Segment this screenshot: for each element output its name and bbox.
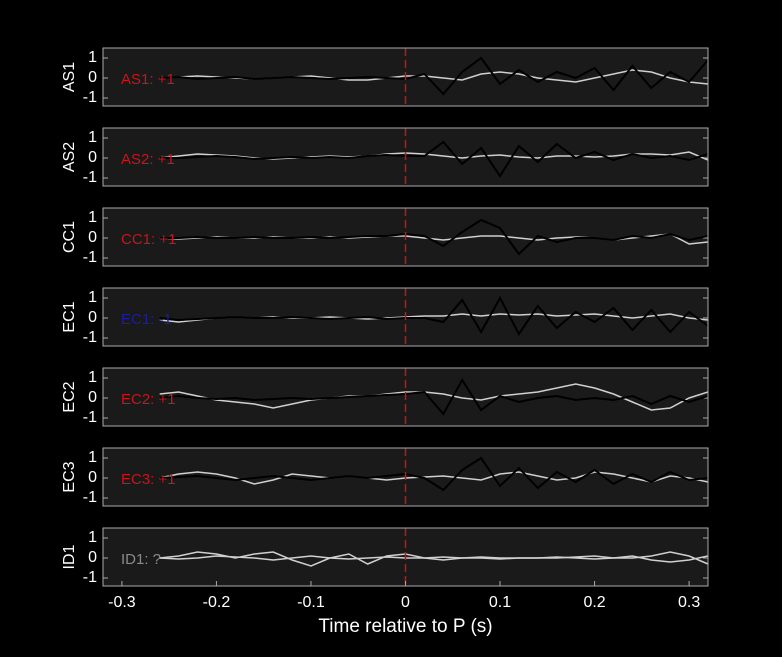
y-tick-label: 0: [88, 309, 97, 326]
y-tick-label: 1: [88, 369, 97, 386]
traces: [159, 218, 708, 256]
y-axis-label: EC2: [61, 381, 78, 412]
y-tick-label: 0: [88, 549, 97, 566]
plot-frame: [102, 367, 709, 427]
y-axis-label: AS2: [61, 142, 78, 172]
y-tick-label: 1: [88, 449, 97, 466]
trace-line: [159, 218, 708, 256]
panel: -1 0 1 AS1 AS1: +1: [61, 47, 709, 107]
annotation: EC3: +1: [121, 471, 176, 488]
annotation: AS1: +1: [121, 71, 175, 88]
y-tick-label: -1: [83, 249, 97, 266]
y-tick-label: 0: [88, 69, 97, 86]
plot-frame: [102, 127, 709, 187]
y-tick-label: -1: [83, 169, 97, 186]
y-tick-label: -1: [83, 89, 97, 106]
x-axis-label: Time relative to P (s): [318, 616, 492, 637]
y-tick-label: 1: [88, 129, 97, 146]
panel: -1 0 1 EC3 EC3: +1: [61, 447, 709, 507]
panel: -1 0 1 EC2 EC2: +1: [61, 367, 709, 427]
annotation: EC1: -1: [121, 311, 172, 328]
plot-frame: [102, 447, 709, 507]
plot-frame: [102, 287, 709, 347]
annotation: CC1: +1: [121, 231, 176, 248]
panel: -1 0 1 EC1 EC1: -1: [61, 287, 709, 347]
y-tick-label: 0: [88, 389, 97, 406]
trace-line: [159, 383, 708, 411]
traces: [159, 56, 708, 96]
plot-frame: [102, 207, 709, 267]
y-tick-label: 1: [88, 529, 97, 546]
y-tick-label: 0: [88, 469, 97, 486]
traces: [159, 551, 708, 567]
trace-line: [159, 471, 708, 485]
y-tick-label: 0: [88, 149, 97, 166]
x-tick-label: -0.3: [108, 594, 136, 611]
panel: -1 0 1 AS2 AS2: +1: [61, 127, 709, 187]
plot-frame: [102, 47, 709, 107]
traces: [159, 456, 708, 492]
y-tick-label: -1: [83, 409, 97, 426]
traces: [159, 140, 708, 178]
y-axis-label: CC1: [61, 221, 78, 253]
panel: -1 0 1 ID1 ID1: ? -0.3 -0.2 -0.1 0 0.1 0.2 0.3 Time …: [61, 527, 709, 637]
y-axis-label: AS1: [61, 62, 78, 92]
x-tick-label: 0.3: [678, 594, 700, 611]
x-tick-label: 0: [401, 594, 410, 611]
trace-line: [159, 456, 708, 492]
panel: -1 0 1 CC1 CC1: +1: [61, 207, 709, 267]
y-tick-label: 1: [88, 49, 97, 66]
y-tick-label: 1: [88, 289, 97, 306]
y-tick-label: -1: [83, 329, 97, 346]
trace-line: [159, 555, 708, 563]
y-axis-label: EC3: [61, 461, 78, 492]
annotation: AS2: +1: [121, 151, 175, 168]
x-tick-label: -0.1: [297, 594, 325, 611]
y-axis-label: EC1: [61, 301, 78, 332]
y-tick-label: -1: [83, 489, 97, 506]
y-tick-label: 0: [88, 229, 97, 246]
annotation: ID1: ?: [121, 551, 161, 568]
annotation: EC2: +1: [121, 391, 176, 408]
traces: [159, 295, 708, 336]
trace-line: [159, 140, 708, 178]
y-axis-label: ID1: [61, 544, 78, 569]
x-tick-label: -0.2: [203, 594, 231, 611]
x-tick-label: 0.1: [489, 594, 511, 611]
trace-line: [159, 56, 708, 96]
trace-line: [159, 295, 708, 336]
x-tick-label: 0.2: [583, 594, 605, 611]
y-tick-label: 1: [88, 209, 97, 226]
y-tick-label: -1: [83, 569, 97, 586]
traces: [159, 378, 708, 416]
trace-line: [159, 378, 708, 416]
